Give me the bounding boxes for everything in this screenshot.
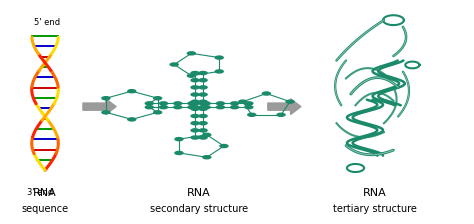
Circle shape	[190, 121, 200, 125]
Circle shape	[187, 105, 197, 109]
Circle shape	[198, 114, 208, 118]
Circle shape	[198, 78, 208, 82]
Text: RNA: RNA	[363, 188, 386, 198]
Circle shape	[190, 128, 200, 133]
Circle shape	[214, 69, 224, 74]
Circle shape	[190, 71, 200, 75]
Circle shape	[101, 110, 110, 114]
Circle shape	[190, 107, 200, 111]
Circle shape	[174, 137, 184, 141]
Circle shape	[219, 144, 228, 148]
Circle shape	[173, 105, 182, 109]
Circle shape	[198, 105, 208, 109]
FancyArrow shape	[268, 99, 301, 114]
Circle shape	[187, 73, 196, 78]
Circle shape	[127, 89, 137, 93]
Circle shape	[190, 92, 200, 97]
Circle shape	[145, 105, 154, 109]
Circle shape	[198, 101, 208, 106]
Circle shape	[238, 99, 247, 104]
Circle shape	[214, 55, 224, 60]
Circle shape	[198, 99, 208, 104]
Circle shape	[230, 101, 239, 106]
Circle shape	[198, 128, 208, 133]
Circle shape	[285, 99, 295, 104]
Circle shape	[216, 105, 225, 109]
Circle shape	[191, 105, 200, 109]
Circle shape	[191, 101, 200, 106]
Circle shape	[198, 85, 208, 90]
Circle shape	[190, 78, 200, 82]
Circle shape	[153, 110, 163, 114]
Circle shape	[174, 151, 184, 155]
Circle shape	[198, 135, 208, 140]
Text: 3' end: 3' end	[27, 188, 53, 197]
Circle shape	[101, 96, 110, 100]
Circle shape	[127, 117, 137, 122]
Circle shape	[159, 105, 168, 109]
Circle shape	[230, 105, 239, 109]
Text: 5' end: 5' end	[34, 18, 60, 27]
Circle shape	[159, 101, 168, 106]
Circle shape	[198, 71, 208, 75]
Circle shape	[244, 105, 254, 109]
Text: RNA: RNA	[187, 188, 211, 198]
Circle shape	[153, 96, 163, 100]
Text: RNA: RNA	[33, 188, 57, 198]
Circle shape	[201, 101, 211, 106]
Circle shape	[198, 107, 208, 111]
Circle shape	[276, 112, 286, 117]
FancyArrow shape	[83, 99, 116, 114]
Circle shape	[169, 62, 179, 67]
Circle shape	[173, 101, 182, 106]
Text: tertiary structure: tertiary structure	[333, 204, 416, 214]
Circle shape	[190, 99, 200, 104]
Circle shape	[190, 85, 200, 90]
Text: sequence: sequence	[21, 204, 69, 214]
Circle shape	[198, 92, 208, 97]
Circle shape	[244, 101, 254, 106]
Circle shape	[190, 114, 200, 118]
Circle shape	[202, 133, 211, 137]
Circle shape	[201, 105, 211, 109]
Circle shape	[216, 101, 225, 106]
Circle shape	[145, 101, 154, 106]
Text: secondary structure: secondary structure	[150, 204, 248, 214]
Circle shape	[187, 101, 197, 106]
Circle shape	[202, 155, 211, 159]
Circle shape	[247, 112, 256, 117]
Circle shape	[262, 91, 271, 96]
Circle shape	[198, 121, 208, 125]
Circle shape	[187, 51, 196, 56]
Circle shape	[190, 135, 200, 140]
